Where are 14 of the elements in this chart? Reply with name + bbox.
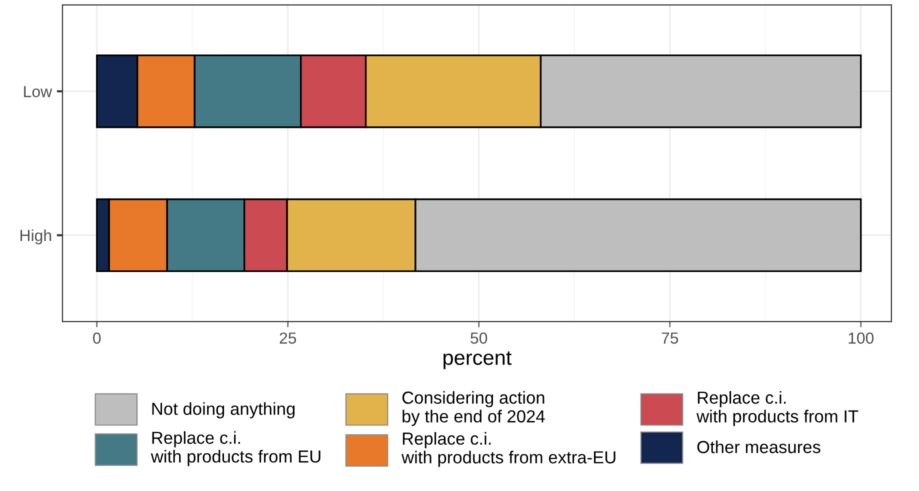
x-tick-label: 75: [662, 332, 678, 344]
x-tick-label: 25: [280, 332, 296, 344]
legend-label: Replace c.i. with products from IT: [696, 391, 858, 426]
y-tick-label: High: [20, 229, 52, 244]
legend-label: Not doing anything: [152, 402, 295, 418]
legend-label: Replace c.i. with products from EU: [150, 431, 320, 466]
y-tick-label: Low: [24, 86, 52, 98]
x-tick-label: 100: [848, 332, 874, 344]
x-tick-label: 50: [470, 332, 488, 344]
legend-label: Other measures: [697, 440, 820, 454]
legend-label: Considering action by the end of 2024: [402, 391, 545, 426]
x-tick-label: 0: [93, 332, 101, 344]
x-axis-title: percent: [444, 351, 512, 370]
legend-label: Replace c.i. with products from extra-EU: [401, 432, 616, 467]
